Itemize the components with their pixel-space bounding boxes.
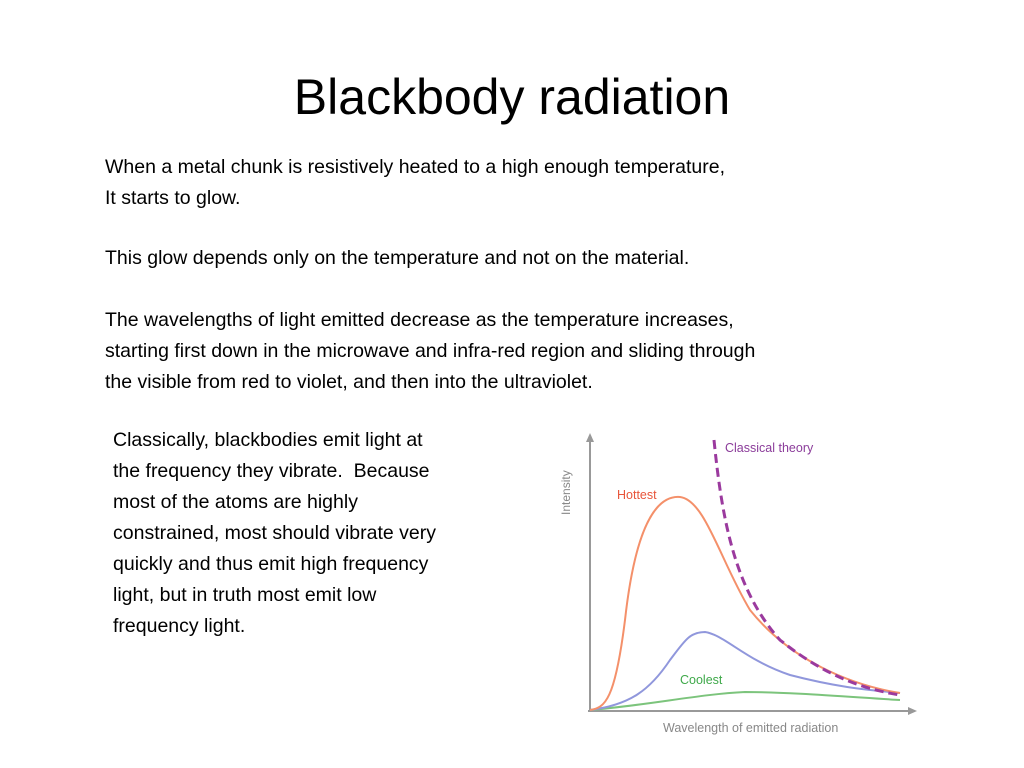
text-line: It starts to glow. bbox=[105, 187, 241, 209]
y-label: Intensity bbox=[559, 470, 573, 515]
text-line: The wavelengths of light emitted decreas… bbox=[105, 309, 734, 331]
hottest-label: Hottest bbox=[617, 488, 657, 502]
classical-label: Classical theory bbox=[725, 441, 814, 455]
text-line: frequency light. bbox=[113, 615, 246, 637]
text-line: the visible from red to violet, and then… bbox=[105, 371, 593, 393]
slide-title: Blackbody radiation bbox=[293, 69, 731, 125]
text-line: the frequency they vibrate. Because bbox=[113, 460, 430, 482]
x-label: Wavelength of emitted radiation bbox=[663, 721, 838, 735]
hottest-curve bbox=[589, 495, 901, 711]
text-line: quickly and thus emit high frequency bbox=[113, 553, 429, 575]
middle-curve bbox=[589, 630, 901, 711]
text-line: light, but in truth most emit low bbox=[113, 584, 377, 606]
text-line: most of the atoms are highly bbox=[113, 491, 358, 513]
text-line: Classically, blackbodies emit light at bbox=[113, 429, 423, 451]
x-arrow bbox=[908, 707, 917, 715]
text-line: starting first down in the microwave and… bbox=[105, 340, 756, 362]
coolest-label: Coolest bbox=[680, 673, 723, 687]
coolest-curve bbox=[589, 690, 901, 711]
classical-curve bbox=[712, 439, 901, 697]
text-line: This glow depends only on the temperatur… bbox=[105, 247, 690, 269]
text-line: constrained, most should vibrate very bbox=[113, 522, 436, 544]
y-arrow bbox=[586, 433, 594, 442]
text-line: When a metal chunk is resistively heated… bbox=[105, 156, 726, 178]
